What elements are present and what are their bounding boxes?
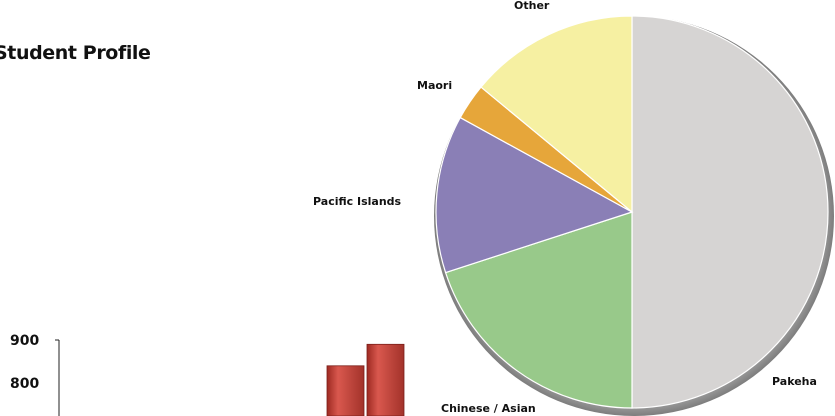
bar-ytick-label: 800	[10, 376, 39, 392]
pie-label-maori: Maori	[417, 79, 452, 92]
bar-3	[366, 343, 405, 416]
bar-ytick-label: 900	[10, 333, 39, 349]
pie-label-pacific-islands: Pacific Islands	[313, 195, 402, 208]
pie-slice-pakeha	[631, 15, 829, 409]
pie-label-other: Other	[514, 0, 550, 12]
pie-chart: Pakeha Chinese / Asian Pacific Islands Maor…	[313, 0, 834, 416]
bar-chart: 800 900	[10, 333, 405, 416]
pie-slice-chinese-asian	[444, 211, 633, 409]
pie-slice-pacific-islands	[435, 116, 634, 274]
bar-2	[326, 365, 365, 416]
page-title: Student Profile	[0, 42, 151, 64]
pie-label-pakeha: Pakeha	[772, 375, 817, 388]
pie-slice-other	[480, 15, 633, 214]
pie-label-chinese-asian: Chinese / Asian	[441, 402, 536, 415]
